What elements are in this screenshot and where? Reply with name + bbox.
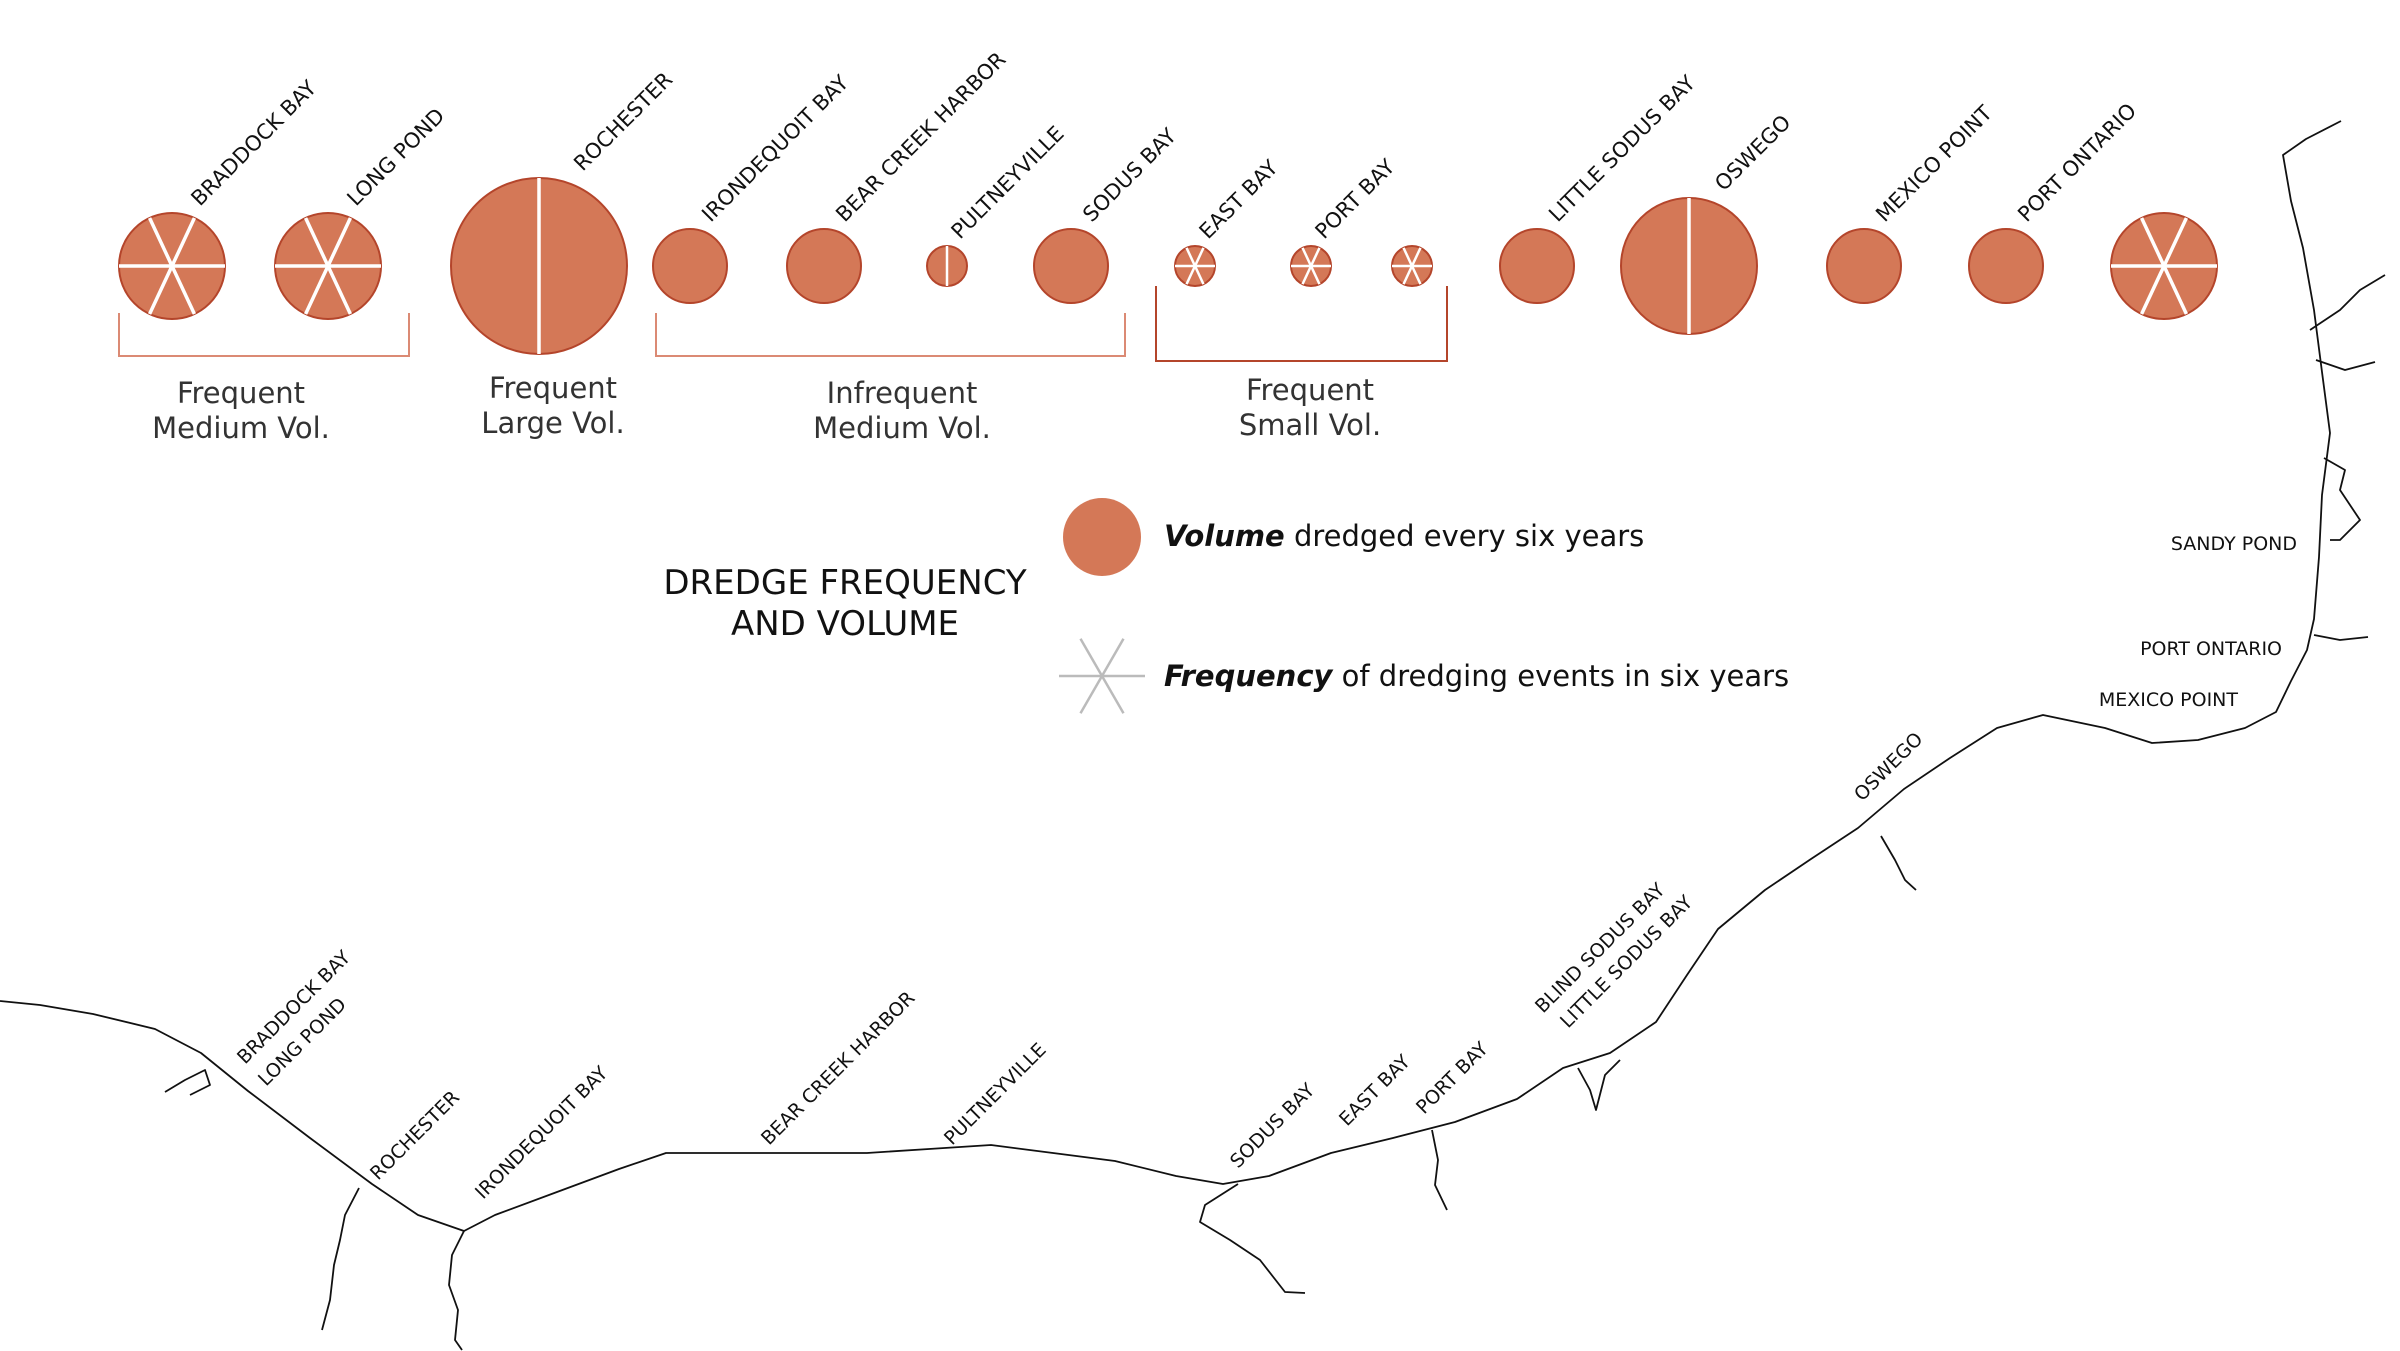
frequency-spoke — [304, 217, 352, 315]
volume-circle — [652, 228, 728, 304]
map-label-mexico-point: MEXICO POINT — [2099, 689, 2239, 711]
salmon-river-inlet — [2313, 634, 2369, 641]
map-label-sandy-pond: SANDY POND — [2171, 533, 2297, 555]
bracket-infrequent-medium — [655, 313, 1126, 357]
bracket-frequent-medium — [118, 313, 410, 357]
port-bay-inlet — [1431, 1129, 1448, 1211]
sodus-bay-inlet — [1199, 1183, 1306, 1294]
site-label: OSWEGO — [1710, 110, 1795, 195]
site-label: PULTNEYVILLE — [947, 121, 1069, 243]
site-label: BRADDOCK BAY — [186, 76, 321, 211]
volume-circle — [1968, 228, 2044, 304]
group-label-frequent-small: Frequent Small Vol. — [1239, 373, 1381, 442]
map-label-oswego: OSWEGO — [1850, 728, 1927, 805]
oswego-river — [1880, 835, 1917, 891]
site-label: EAST BAY — [1195, 155, 1283, 243]
map-label-bear-creek-harbor: BEAR CREEK HARBOR — [757, 987, 919, 1149]
site-east-bay: EAST BAY — [1174, 155, 1283, 287]
frequency-spoke — [1185, 247, 1205, 285]
frequency-spoke — [1301, 247, 1321, 285]
frequency-spoke — [2140, 217, 2188, 315]
map-label-pultneyville: PULTNEYVILLE — [940, 1039, 1051, 1150]
site-label: LONG POND — [342, 104, 449, 211]
site-long-pond: LONG POND — [274, 104, 449, 320]
irondequoit-bay-inlet — [448, 1230, 465, 1351]
map-labels: BRADDOCK BAY LONG POND ROCHESTER IRONDEQ… — [233, 533, 2297, 1204]
site-label: PORT ONTARIO — [2013, 99, 2141, 227]
legend-frequency-text: Frequency of dredging events in six year… — [1164, 659, 1789, 693]
volume-circle — [1826, 228, 1902, 304]
site-oswego: OSWEGO — [1620, 110, 1796, 335]
volume-circle — [786, 228, 862, 304]
map-label-east-bay: EAST BAY — [1335, 1050, 1415, 1130]
site-rochester: ROCHESTER — [450, 67, 677, 355]
site-label: SODUS BAY — [1078, 124, 1181, 227]
lake-ontario-south-shore — [0, 120, 2342, 1232]
site-label: ROCHESTER — [569, 67, 677, 175]
site-label: IRONDEQUOIT BAY — [697, 70, 853, 226]
genesee-river — [321, 1187, 360, 1331]
volume-circle — [1499, 228, 1575, 304]
braddock-bay-inlet — [164, 1069, 211, 1096]
group-brackets — [118, 286, 1448, 362]
legend-frequency-star-icon — [1059, 638, 1145, 714]
coastline-map — [0, 120, 2386, 1351]
bracket-frequent-small — [1155, 286, 1448, 362]
legend-volume-text: Volume dredged every six years — [1164, 519, 1644, 553]
bubble-row: BRADDOCK BAY LONG POND ROCHESTER IRONDEQUOI… — [118, 47, 2218, 355]
map-label-irondequoit-bay: IRONDEQUOIT BAY — [471, 1062, 613, 1204]
map-label-sodus-bay: SODUS BAY — [1226, 1079, 1319, 1172]
site-label: PORT BAY — [1311, 155, 1400, 244]
legend-title: DREDGE FREQUENCY AND VOLUME — [663, 563, 1026, 644]
group-label-frequent-large: Frequent Large Vol. — [481, 371, 624, 440]
legend-volume-circle-icon — [1063, 498, 1141, 576]
map-label-port-ontario: PORT ONTARIO — [2140, 638, 2282, 660]
frequency-spoke — [1402, 247, 1422, 285]
group-label-frequent-medium: Frequent Medium Vol. — [152, 376, 330, 445]
volume-circle — [1033, 228, 1109, 304]
little-sodus-bay-inlet — [1577, 1059, 1621, 1111]
legend-spoke — [1079, 638, 1125, 714]
sandy-pond-inlet — [2323, 457, 2361, 541]
map-label-port-bay: PORT BAY — [1412, 1038, 1493, 1119]
eastern-bay-inlet-2 — [2315, 359, 2376, 371]
group-label-infrequent-medium: Infrequent Medium Vol. — [813, 376, 991, 445]
site-unlabeled-14 — [2110, 212, 2218, 320]
site-port-bay: PORT BAY — [1290, 155, 1400, 287]
map-label-rochester: ROCHESTER — [366, 1087, 464, 1185]
site-unlabeled-9 — [1391, 245, 1433, 287]
eastern-bay-inlet-1 — [2309, 274, 2386, 331]
site-label: MEXICO POINT — [1871, 101, 1997, 227]
frequency-spoke — [148, 217, 196, 315]
